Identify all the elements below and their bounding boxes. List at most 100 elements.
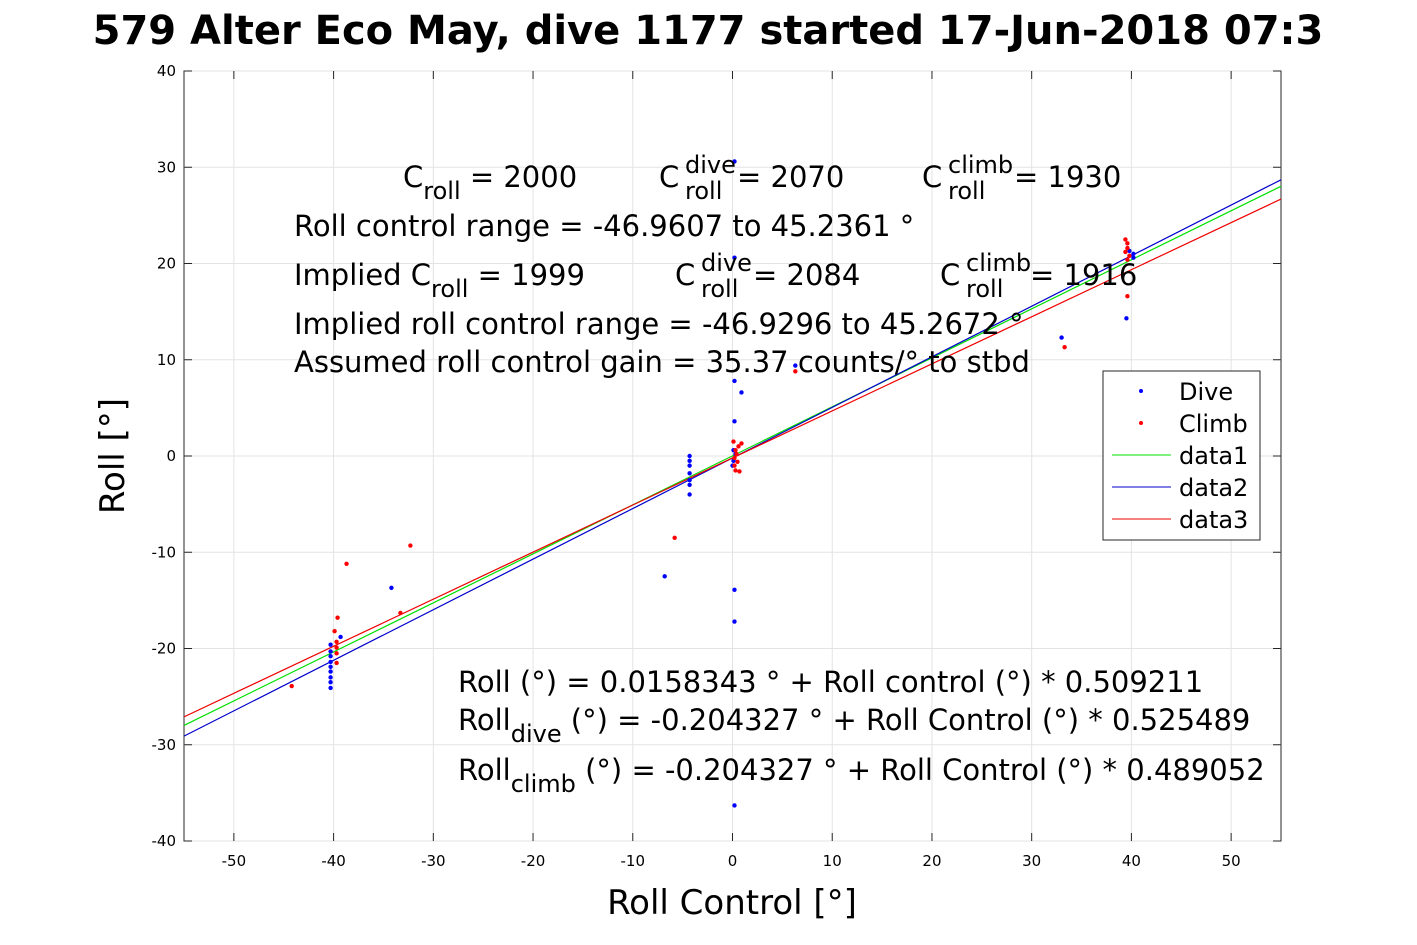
x-tick-label: 40 bbox=[1122, 852, 1141, 870]
climb-point bbox=[1125, 294, 1130, 299]
climb-point bbox=[1125, 245, 1130, 251]
dive-point bbox=[328, 654, 333, 659]
dive-point bbox=[732, 587, 737, 592]
climb-point bbox=[398, 610, 403, 616]
dive-point bbox=[687, 463, 692, 468]
c-roll-dive-sup: dive bbox=[685, 151, 736, 179]
x-tick-label: -20 bbox=[521, 852, 546, 870]
implied-c-roll: Implied Croll = 1999 bbox=[294, 258, 585, 303]
dive-point bbox=[328, 659, 333, 665]
dive-point bbox=[662, 574, 667, 579]
y-tick-label: 20 bbox=[157, 255, 176, 273]
dive-point bbox=[1059, 335, 1064, 340]
implied-c-roll-dive-sub: roll bbox=[701, 275, 738, 303]
climb-point bbox=[737, 469, 742, 474]
fit-equation-dive: Rolldive (°) = -0.204327 ° + Roll Contro… bbox=[458, 703, 1250, 748]
dive-point bbox=[687, 482, 692, 488]
legend-dive-marker bbox=[1139, 389, 1143, 393]
data-points bbox=[289, 159, 1136, 808]
implied-roll-control-range: Implied roll control range = -46.9296 to… bbox=[294, 307, 1024, 341]
x-tick-label: -30 bbox=[421, 852, 446, 870]
dive-point bbox=[328, 669, 333, 674]
fit-equation-all: Roll (°) = 0.0158343 ° + Roll control (°… bbox=[458, 665, 1203, 699]
y-tick-label: -30 bbox=[152, 736, 177, 754]
y-tick-label: -40 bbox=[152, 832, 177, 850]
legend-climb-marker bbox=[1139, 421, 1143, 425]
legend: Dive Climb data1 data2 data3 bbox=[1102, 370, 1261, 541]
climb-point bbox=[731, 439, 736, 444]
legend-data3-label: data3 bbox=[1179, 506, 1248, 534]
x-tick-label: -40 bbox=[321, 852, 346, 870]
climb-point bbox=[1125, 241, 1130, 246]
y-tick-label: -10 bbox=[152, 543, 177, 561]
dive-point bbox=[1124, 316, 1129, 321]
climb-point bbox=[732, 455, 737, 461]
dive-point bbox=[328, 664, 333, 669]
climb-point bbox=[408, 543, 413, 548]
chart-title: 579 Alter Eco May, dive 1177 started 17-… bbox=[93, 8, 1324, 54]
dive-point bbox=[732, 803, 737, 808]
fit-line-data1 bbox=[183, 185, 1282, 726]
fit-equation-climb: Rollclimb (°) = -0.204327 ° + Roll Contr… bbox=[458, 753, 1265, 798]
dive-point bbox=[1131, 255, 1136, 260]
assumed-gain: Assumed roll control gain = 35.37 counts… bbox=[294, 345, 1030, 379]
climb-point bbox=[672, 535, 677, 541]
c-roll-dive-sub: roll bbox=[685, 177, 722, 205]
climb-point bbox=[332, 628, 337, 634]
dive-point bbox=[328, 675, 333, 680]
climb-point bbox=[732, 463, 737, 468]
roll-control-range: Roll control range = -46.9607 to 45.2361… bbox=[294, 209, 914, 243]
legend-data2-label: data2 bbox=[1179, 474, 1248, 502]
x-tick-label: -50 bbox=[222, 852, 247, 870]
climb-point bbox=[335, 615, 340, 620]
dive-point bbox=[328, 679, 333, 685]
climb-point bbox=[344, 561, 349, 566]
x-tick-label: 20 bbox=[922, 852, 941, 870]
legend-dive-label: Dive bbox=[1179, 378, 1233, 406]
c-roll-climb-annotation: C bbox=[922, 160, 942, 194]
legend-data1-label: data1 bbox=[1179, 442, 1248, 470]
y-tick-label: 0 bbox=[166, 447, 176, 465]
c-roll-dive-value: = 2070 bbox=[737, 160, 844, 194]
climb-point bbox=[733, 468, 738, 473]
x-tick-label: 50 bbox=[1222, 852, 1241, 870]
x-tick-label: 30 bbox=[1022, 852, 1041, 870]
x-axis-ticks: -50 -40 -30 -20 -10 0 10 20 30 40 50 bbox=[222, 71, 1241, 870]
climb-point bbox=[734, 451, 739, 457]
dive-point bbox=[687, 471, 692, 476]
climb-point bbox=[1125, 257, 1130, 262]
dive-point bbox=[687, 492, 692, 497]
annotations: Croll = 2000 C dive roll = 2070 C climb … bbox=[294, 151, 1265, 798]
climb-point bbox=[1127, 253, 1132, 258]
dive-point bbox=[732, 619, 737, 624]
x-tick-label: 10 bbox=[823, 852, 842, 870]
y-tick-label: 10 bbox=[157, 351, 176, 369]
implied-c-roll-dive-sup: dive bbox=[701, 249, 752, 277]
dive-point bbox=[328, 685, 333, 691]
dive-point bbox=[328, 649, 333, 654]
climb-point bbox=[334, 639, 339, 644]
dive-point bbox=[732, 419, 737, 424]
climb-point bbox=[736, 444, 741, 449]
climb-point bbox=[334, 660, 339, 666]
x-axis-label: Roll Control [°] bbox=[607, 883, 857, 923]
implied-c-roll-climb-sub: roll bbox=[966, 275, 1003, 303]
y-tick-label: 40 bbox=[157, 62, 176, 80]
dive-point bbox=[732, 255, 737, 260]
climb-point bbox=[334, 651, 339, 656]
dive-point bbox=[389, 585, 394, 591]
dive-point bbox=[338, 634, 343, 640]
c-roll-climb-sup: climb bbox=[948, 151, 1013, 179]
implied-c-roll-climb-value: = 1916 bbox=[1030, 258, 1137, 292]
x-tick-label: -10 bbox=[621, 852, 646, 870]
climb-point bbox=[289, 683, 294, 689]
x-tick-label: 0 bbox=[728, 852, 738, 870]
dive-point bbox=[793, 363, 798, 368]
implied-c-roll-dive: C bbox=[675, 258, 695, 292]
legend-climb-label: Climb bbox=[1179, 410, 1248, 438]
y-axis-ticks: -40 -30 -20 -10 0 10 20 30 40 bbox=[152, 62, 1281, 850]
climb-point bbox=[1123, 249, 1128, 255]
dive-point bbox=[687, 477, 692, 483]
c-roll-dive-annotation: C bbox=[659, 160, 679, 194]
